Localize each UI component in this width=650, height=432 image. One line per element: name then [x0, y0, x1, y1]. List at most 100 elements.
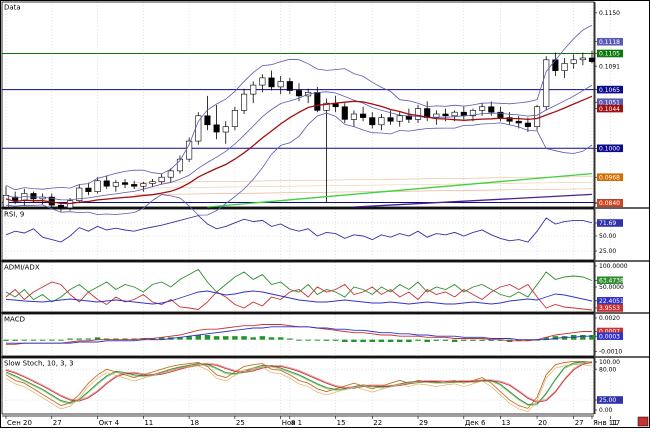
macd-histogram-bar — [232, 336, 238, 340]
adx-line — [5, 290, 593, 305]
candle — [588, 50, 596, 64]
panel-title: ADMI/ADX — [4, 264, 40, 272]
candle — [94, 177, 101, 194]
candle-body — [451, 111, 458, 117]
date-tick-label: 27 — [575, 419, 584, 427]
candle-body — [286, 81, 293, 91]
date-tick-label: 8 — [291, 419, 295, 427]
macd-line — [6, 324, 592, 345]
price-panel — [2, 50, 596, 212]
candle-body — [515, 120, 522, 124]
axis-value-badge — [597, 219, 623, 227]
candle — [341, 103, 348, 124]
macd-histogram-bar — [580, 335, 586, 340]
candle — [305, 88, 312, 104]
candle — [543, 56, 550, 111]
candle-body — [94, 180, 101, 192]
date-tick-label: Янв 11 — [593, 419, 618, 427]
macd-histogram-bar — [250, 337, 256, 340]
candle-body — [121, 182, 129, 185]
axis-tick-label: 0.0968 — [599, 174, 620, 181]
macd-histogram-bar — [342, 339, 348, 342]
axis-value-badge — [597, 332, 623, 340]
macd-histogram-bar — [67, 338, 73, 340]
stoch-k-line — [5, 360, 593, 409]
date-tick-label: Сен 20 — [7, 419, 32, 427]
candle — [497, 106, 504, 122]
candle-body — [442, 113, 449, 117]
macd-histogram-bar — [387, 339, 394, 342]
macd-histogram-bar — [378, 339, 385, 342]
candle-body — [176, 158, 184, 172]
macd-histogram-bar — [85, 338, 92, 340]
macd-histogram-bar — [58, 339, 64, 341]
candle-body — [167, 170, 174, 178]
candle — [369, 112, 376, 129]
macd-histogram-bar — [158, 337, 165, 340]
panel-frame — [1, 357, 595, 415]
panel-title-bg — [3, 359, 91, 367]
macd-histogram-bar — [442, 339, 449, 341]
axis-tick-label: 100.0000 — [599, 263, 628, 270]
candle — [378, 113, 385, 131]
candle-body — [552, 59, 559, 71]
candle-body — [241, 93, 248, 111]
axis-tick-label: 0.0003 — [599, 333, 620, 340]
macd-histogram-bar — [103, 338, 110, 340]
candle-body — [341, 106, 348, 120]
macd-histogram-bar — [223, 336, 229, 340]
macd-histogram-bar — [268, 337, 275, 340]
macd-histogram-bar — [488, 339, 495, 341]
axis-value-badge — [597, 173, 623, 181]
candle — [186, 137, 193, 162]
candle-body — [103, 180, 110, 187]
candle-body — [460, 111, 467, 117]
date-tick-label: 22 — [373, 419, 382, 427]
macd-histogram-bar — [406, 339, 412, 342]
panel-frame — [1, 261, 595, 313]
macd-histogram-bar — [305, 339, 311, 341]
axis-value-badge — [597, 199, 623, 207]
candle — [332, 95, 339, 113]
axis-value-badge — [597, 396, 623, 404]
candle-body — [2, 194, 10, 208]
macd-histogram-bar — [396, 339, 403, 342]
date-tick-label: 29 — [419, 419, 428, 427]
rsi-line — [5, 215, 593, 243]
candle — [561, 57, 568, 78]
candle — [552, 52, 559, 77]
candle-body — [30, 193, 37, 200]
candle — [323, 98, 330, 203]
axis-tick-label: 0.1118 — [599, 39, 620, 46]
candle — [360, 106, 367, 122]
candle — [534, 104, 541, 131]
macd-histogram-bar — [451, 339, 458, 342]
candle-body — [131, 184, 138, 187]
axis-tick-label: 0.1051 — [599, 99, 620, 106]
candle-body — [387, 117, 394, 122]
bollinger-upper — [5, 24, 593, 191]
axis-tick-label: 25.00 — [599, 248, 616, 255]
macd-histogram-bar — [369, 339, 375, 342]
macd-histogram-bar — [21, 339, 28, 341]
candle — [121, 179, 129, 189]
axis-tick-label: 50.00 — [599, 233, 616, 240]
candle — [158, 173, 165, 185]
candle — [414, 104, 422, 124]
adx-minus-di-line — [5, 281, 593, 311]
macd-histogram-bar — [497, 339, 504, 341]
macd-histogram-bar — [177, 337, 183, 340]
macd-histogram-bar — [113, 338, 119, 340]
axis-tick-label: 63.4738 — [599, 277, 624, 284]
panel-title: Data — [4, 4, 21, 12]
candle — [112, 179, 119, 192]
candle-body — [369, 117, 376, 126]
macd-histogram-bar — [470, 339, 476, 341]
macd-histogram-bar — [424, 339, 430, 342]
candle — [76, 184, 83, 203]
bollinger-lower — [5, 112, 593, 216]
axis-value-badge — [597, 104, 623, 113]
axis-value-badge — [597, 98, 623, 107]
macd-histogram-bar — [39, 339, 46, 341]
candle-body — [524, 122, 531, 127]
